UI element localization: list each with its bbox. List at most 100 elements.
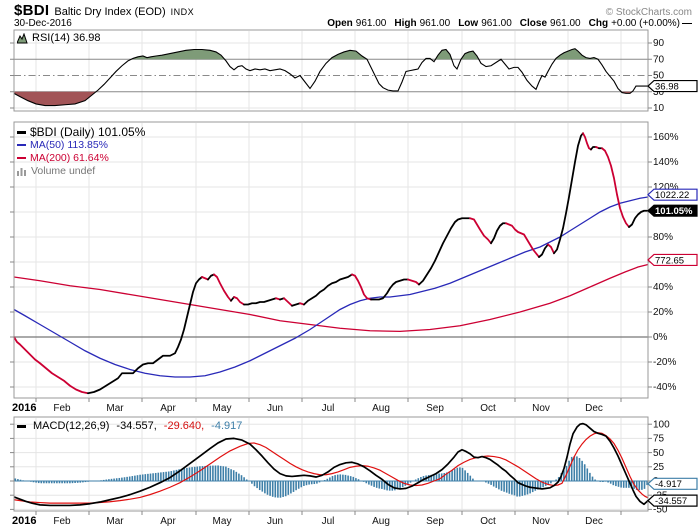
svg-text:75: 75 [653, 434, 665, 445]
exchange-label: INDX [170, 7, 195, 17]
svg-text:-4.917: -4.917 [655, 479, 682, 490]
svg-text:140%: 140% [653, 157, 679, 168]
ohlc-item: Close 961.00 [520, 18, 581, 29]
ohlc-item: Low 961.00 [458, 18, 512, 29]
ohlc-label: Close [519, 18, 548, 29]
ma200-line-swatch [17, 156, 26, 160]
svg-text:Dec: Dec [585, 516, 603, 527]
header: $BDI Baltic Dry Index (EOD) INDX © Stock… [14, 2, 692, 19]
svg-text:Jul: Jul [322, 516, 335, 527]
svg-text:Dec: Dec [585, 403, 603, 414]
ohlc-value: 961.00 [419, 18, 451, 29]
svg-text:120%: 120% [653, 182, 679, 193]
y-axis-labels: 9070503010160%140%120%100%80%60%40%20%0%… [653, 38, 679, 515]
macd-signal-value: -29.640, [163, 420, 205, 432]
ohlc-label: High [394, 18, 417, 29]
legend-ma50-row: MA(50) 113.85% [17, 139, 145, 151]
ohlc-label: Low [458, 18, 479, 29]
svg-text:70: 70 [653, 55, 665, 66]
svg-text:25: 25 [653, 462, 665, 473]
svg-text:0%: 0% [653, 332, 668, 343]
svg-text:Feb: Feb [53, 403, 71, 414]
svg-text:Aug: Aug [372, 516, 390, 527]
svg-text:Sep: Sep [426, 516, 444, 527]
svg-text:-34.557: -34.557 [655, 496, 687, 507]
ohlc-item: Open 961.00 [327, 18, 386, 29]
svg-text:1022.22: 1022.22 [655, 190, 689, 201]
svg-text:Jul: Jul [322, 403, 335, 414]
svg-text:Jun: Jun [267, 403, 283, 414]
volume-bars-icon [17, 167, 26, 176]
svg-text:20%: 20% [653, 307, 673, 318]
svg-text:50: 50 [653, 448, 665, 459]
macd-value: -34.557, [116, 420, 157, 432]
svg-text:30: 30 [653, 87, 665, 98]
ohlc-label: Chg [588, 18, 609, 29]
ohlc-label: Open [327, 18, 353, 29]
svg-text:-20%: -20% [653, 357, 676, 368]
svg-text:Jun: Jun [267, 516, 283, 527]
macd-plot [13, 422, 649, 507]
ma50-line-swatch [17, 143, 26, 147]
svg-text:2016: 2016 [12, 402, 36, 414]
main-legend: $BDI (Daily) 101.05% MA(50) 113.85% MA(2… [17, 126, 145, 178]
svg-text:160%: 160% [653, 132, 679, 143]
svg-text:-50: -50 [653, 505, 668, 516]
macd-legend-name: MACD(12,26,9) [33, 420, 110, 432]
svg-text:Apr: Apr [160, 516, 176, 527]
svg-text:80%: 80% [653, 232, 673, 243]
legend-ma200-row: MA(200) 61.64% [17, 152, 145, 164]
price-line-swatch [17, 130, 26, 134]
svg-text:40%: 40% [653, 282, 673, 293]
main-plot [13, 132, 649, 395]
svg-text:Aug: Aug [372, 403, 390, 414]
ma200-legend-label: MA(200) 61.64% [30, 152, 109, 164]
svg-text:May: May [213, 403, 232, 414]
x-axis-labels: 2016 Feb Mar Apr May Jun Jul Aug Sep Oct Nov Dec 201… [12, 402, 603, 527]
panel-borders [10, 29, 652, 515]
gridlines [14, 31, 648, 510]
ohlc-item: High 961.00 [394, 18, 450, 29]
symbol: $BDI [14, 2, 50, 19]
rsi-legend: RSI(14) 36.98 [17, 32, 100, 44]
svg-text:-40%: -40% [653, 382, 676, 393]
rsi-plot [13, 48, 648, 107]
svg-text:100: 100 [653, 419, 670, 430]
svg-text:Nov: Nov [532, 403, 550, 414]
svg-text:Sep: Sep [426, 403, 444, 414]
copyright: © StockCharts.com [605, 7, 692, 18]
ohlc-value: 961.00 [481, 18, 512, 29]
svg-text:101.05%: 101.05% [655, 206, 693, 217]
ohlc-item: Chg +0.00 (+0.00%) [589, 18, 680, 29]
volume-legend-label: Volume undef [31, 165, 96, 177]
legend-volume-row: Volume undef [17, 165, 145, 177]
svg-text:Feb: Feb [53, 516, 71, 527]
macd-histogram-value: -4.917 [211, 420, 243, 432]
svg-text:Oct: Oct [480, 403, 496, 414]
macd-line-swatch [17, 424, 26, 428]
svg-text:772.65: 772.65 [655, 255, 684, 266]
svg-text:Nov: Nov [532, 516, 550, 527]
svg-text:Mar: Mar [106, 516, 124, 527]
date-label: 30-Dec-2016 [14, 18, 72, 29]
index-name: Baltic Dry Index (EOD) [54, 6, 166, 18]
macd-legend: MACD(12,26,9) -34.557, -29.640, -4.917 [17, 420, 245, 432]
svg-text:36.98: 36.98 [655, 81, 679, 92]
svg-text:Mar: Mar [106, 403, 124, 414]
svg-text:Apr: Apr [160, 403, 176, 414]
rsi-legend-label: RSI(14) 36.98 [32, 32, 101, 44]
svg-text:90: 90 [653, 38, 665, 49]
ohlc-values: Open 961.00 High 961.00 Low 961.00 Close 961.00… [327, 18, 680, 29]
ohlc-value: 961.00 [550, 18, 581, 29]
rsi-indicator-icon [17, 32, 28, 43]
svg-text:10: 10 [653, 103, 665, 114]
svg-text:2016: 2016 [12, 515, 36, 527]
ohlc-value: +0.00 (+0.00%) [611, 18, 680, 29]
ma50-legend-label: MA(50) 113.85% [30, 139, 109, 151]
ohlc-value: 961.00 [355, 18, 387, 29]
close-line-marker: — [682, 18, 692, 29]
quote-row: 30-Dec-2016 Open 961.00 High 961.00 Low 961.0… [14, 18, 692, 29]
value-label-boxes: 36.98 1022.22 101.05% 772.65 -4.917 -34.557 [647, 79, 698, 507]
